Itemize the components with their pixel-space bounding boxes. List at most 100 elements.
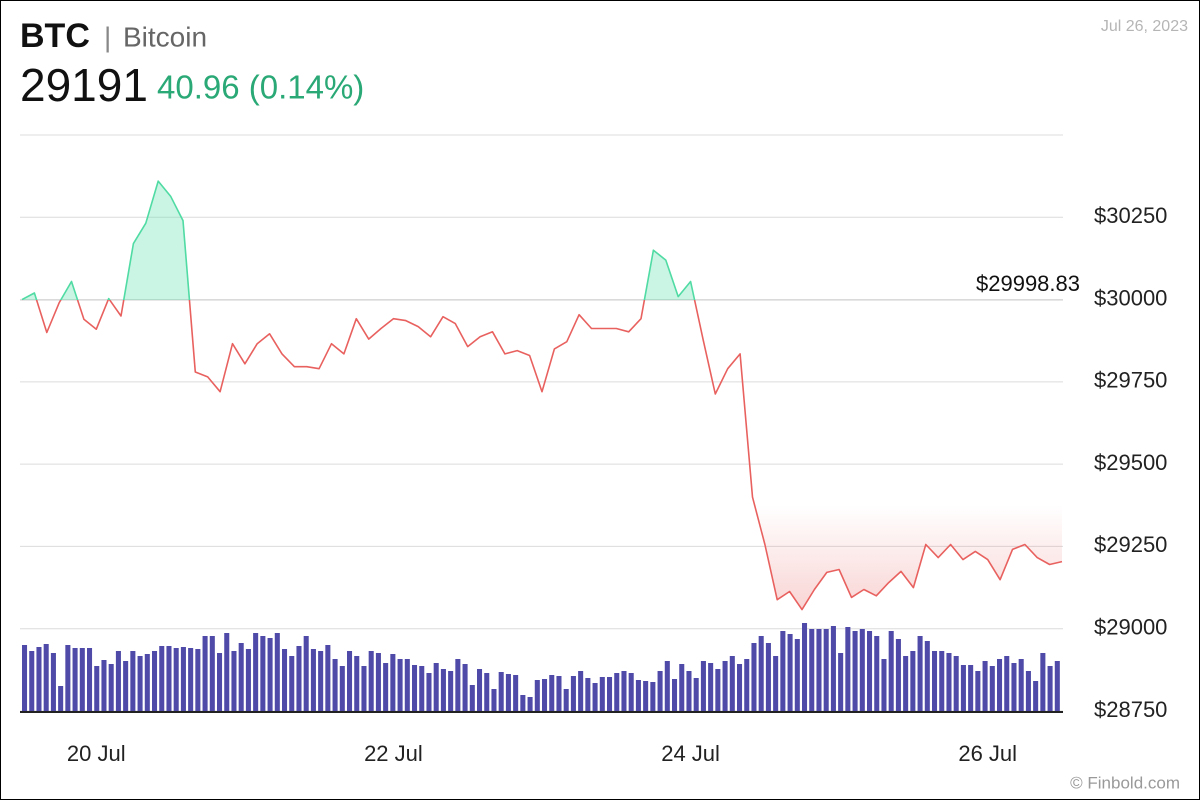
volume-bar [520, 695, 526, 711]
volume-bar [881, 659, 887, 711]
volume-bar [325, 645, 331, 711]
volume-bar [939, 651, 945, 711]
volume-bar [982, 661, 988, 711]
volume-bar [72, 648, 78, 711]
volume-bar [137, 656, 143, 711]
volume-bar [231, 651, 237, 711]
date: Jul 26, 2023 [1101, 18, 1188, 35]
volume-bar [542, 679, 548, 711]
volume-bar [1018, 659, 1024, 711]
volume-bar [924, 641, 930, 711]
volume-bar [650, 682, 656, 711]
volume-bar [1025, 671, 1031, 711]
volume-bar [1054, 661, 1060, 711]
volume-bar [318, 651, 324, 711]
volume-bar [570, 676, 576, 711]
volume-bar [578, 671, 584, 711]
volume-bar [816, 629, 822, 711]
asset-name: Bitcoin [123, 21, 207, 52]
volume-bar [173, 648, 179, 711]
volume-bar [1033, 681, 1039, 711]
y-tick-label: $29750 [1094, 368, 1167, 393]
volume-bar [245, 649, 251, 711]
volume-bar [672, 679, 678, 711]
price: 29191 [20, 59, 148, 111]
volume-bar [310, 649, 316, 711]
volume-bar [440, 669, 446, 711]
volume-bar [722, 661, 728, 711]
price-line [21, 180, 1063, 611]
volume-bar [556, 676, 562, 711]
volume-bar [549, 675, 555, 711]
volume-bar [238, 643, 244, 711]
y-tick-label: $29250 [1094, 532, 1167, 557]
volume-bar [708, 663, 714, 711]
volume-bar [614, 673, 620, 711]
volume-bar [159, 646, 165, 711]
volume-bar [787, 634, 793, 711]
volume-bar [224, 633, 230, 711]
volume-bar [823, 629, 829, 711]
volume-bar [123, 661, 129, 711]
volume-bar [888, 631, 894, 711]
y-tick-label: $30250 [1094, 203, 1167, 228]
volume-bar [867, 631, 873, 711]
volume-bar [989, 666, 995, 711]
plot: $28750 $29000 $29250 $29500 $29750 $30000 $302… [20, 134, 1167, 766]
volume-bar [282, 649, 288, 711]
volume-bar [22, 645, 28, 711]
volume-bar [188, 648, 194, 711]
volume-bar [36, 647, 42, 711]
volume-bar [910, 651, 916, 711]
volume-bar [274, 633, 280, 711]
volume-bar [505, 674, 511, 711]
y-tick-label: $29500 [1094, 450, 1167, 475]
volume-bar [29, 651, 35, 711]
volume-bar [339, 666, 345, 711]
volume-bar [917, 636, 923, 711]
y-tick-label: $28750 [1094, 697, 1167, 722]
volume-bar [455, 659, 461, 711]
volume-bar [94, 666, 100, 711]
volume-bar [180, 647, 186, 711]
volume-bar [563, 689, 569, 711]
volume-bar [809, 629, 815, 711]
volume-bar [404, 659, 410, 711]
source: © Finbold.com [1070, 773, 1180, 792]
volume-bar [643, 681, 649, 711]
volume-bar [144, 654, 150, 711]
volume-bar [1040, 653, 1046, 711]
volume-bar [361, 666, 367, 711]
volume-bar [426, 673, 432, 711]
volume-bar [700, 661, 706, 711]
volume-bar [260, 636, 266, 711]
volume-bar [895, 639, 901, 711]
volume-bar [830, 626, 836, 711]
volume-bar [679, 664, 685, 711]
volume-bar [903, 656, 909, 711]
volume-bar [289, 656, 295, 711]
baseline-label: $29998.83 [976, 271, 1080, 296]
volume-bar [209, 636, 215, 711]
volume-bar [419, 666, 425, 711]
volume-bar [469, 685, 475, 711]
volume-bar [953, 656, 959, 711]
volume-bar [802, 623, 808, 711]
volume-bar [58, 686, 64, 711]
volume-bar [664, 661, 670, 711]
volume-bar [657, 671, 663, 711]
volume-bar [368, 651, 374, 711]
x-tick-label: 20 Jul [67, 741, 126, 766]
volume-bar [347, 651, 353, 711]
volume-bar [296, 646, 302, 711]
volume-bar [332, 659, 338, 711]
volume-bar [43, 644, 49, 711]
volume-bar [780, 631, 786, 711]
volume-bar [852, 631, 858, 711]
volume-bar [621, 671, 627, 711]
volume-bar [202, 636, 208, 711]
volume-bar [166, 646, 172, 711]
volume-bar [693, 678, 699, 711]
separator: | [104, 21, 111, 52]
